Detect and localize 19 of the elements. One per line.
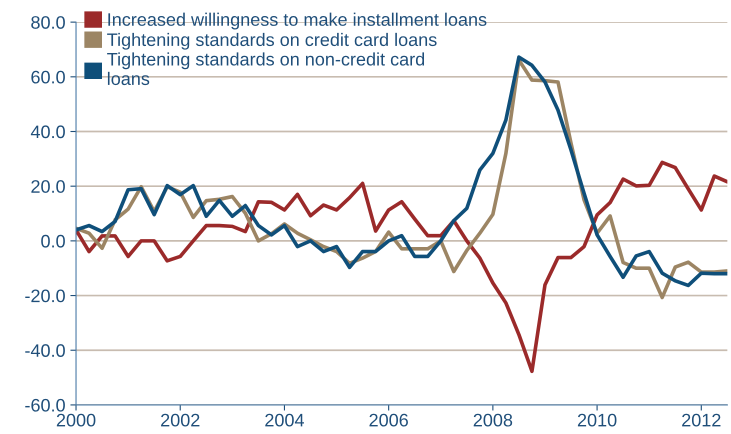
y-tick-label: 40.0 [30, 125, 65, 138]
y-tick-label: -20.0 [25, 289, 65, 302]
x-tick-label: 2002 [161, 414, 200, 427]
x-tick-label: 2004 [265, 414, 304, 427]
legend-label: Tightening standards on credit card loans [107, 32, 437, 50]
y-tick-label: 60.0 [31, 70, 65, 84]
x-tick-label: 2012 [682, 414, 720, 427]
y-tick-label: 0.0 [41, 234, 65, 248]
legend-label: Increased willingness to make installment loans [108, 12, 486, 30]
y-tick-label: -40.0 [25, 344, 65, 357]
line-series [76, 160, 728, 374]
x-tick-label: 2008 [474, 414, 512, 427]
y-tick-label: 80.0 [31, 16, 65, 29]
x-tick-label: 2006 [369, 414, 408, 427]
legend-label: Tightening standards on non-credit card loans [107, 52, 424, 86]
x-tick-label: 2000 [56, 414, 96, 427]
x-tick-label: 2010 [578, 414, 616, 427]
y-tick-label: 20.0 [31, 180, 65, 193]
y-tick-label: -60.0 [25, 398, 65, 412]
